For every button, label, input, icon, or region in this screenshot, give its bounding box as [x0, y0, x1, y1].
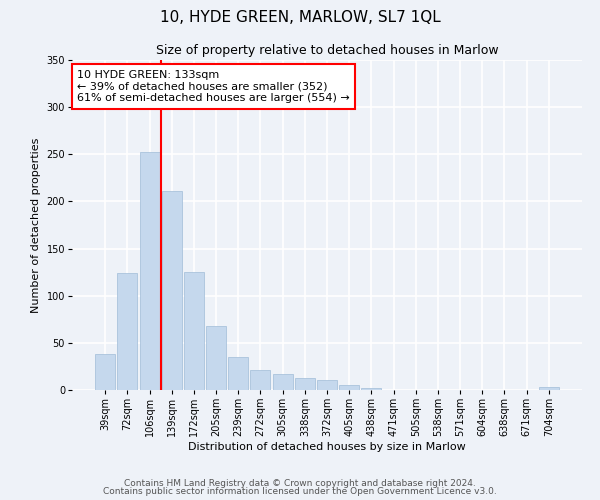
- Bar: [250, 370, 271, 390]
- Bar: [361, 388, 382, 390]
- Bar: [118, 273, 137, 390]
- Bar: [184, 272, 204, 390]
- Bar: [539, 387, 559, 390]
- Bar: [272, 374, 293, 390]
- Y-axis label: Number of detached properties: Number of detached properties: [31, 138, 41, 312]
- Bar: [339, 386, 359, 390]
- Title: Size of property relative to detached houses in Marlow: Size of property relative to detached ho…: [155, 44, 499, 58]
- Text: Contains public sector information licensed under the Open Government Licence v3: Contains public sector information licen…: [103, 487, 497, 496]
- Bar: [317, 380, 337, 390]
- X-axis label: Distribution of detached houses by size in Marlow: Distribution of detached houses by size …: [188, 442, 466, 452]
- Bar: [228, 357, 248, 390]
- Text: Contains HM Land Registry data © Crown copyright and database right 2024.: Contains HM Land Registry data © Crown c…: [124, 478, 476, 488]
- Text: 10, HYDE GREEN, MARLOW, SL7 1QL: 10, HYDE GREEN, MARLOW, SL7 1QL: [160, 10, 440, 25]
- Text: 10 HYDE GREEN: 133sqm
← 39% of detached houses are smaller (352)
61% of semi-det: 10 HYDE GREEN: 133sqm ← 39% of detached …: [77, 70, 350, 103]
- Bar: [95, 354, 115, 390]
- Bar: [162, 191, 182, 390]
- Bar: [140, 152, 160, 390]
- Bar: [206, 326, 226, 390]
- Bar: [295, 378, 315, 390]
